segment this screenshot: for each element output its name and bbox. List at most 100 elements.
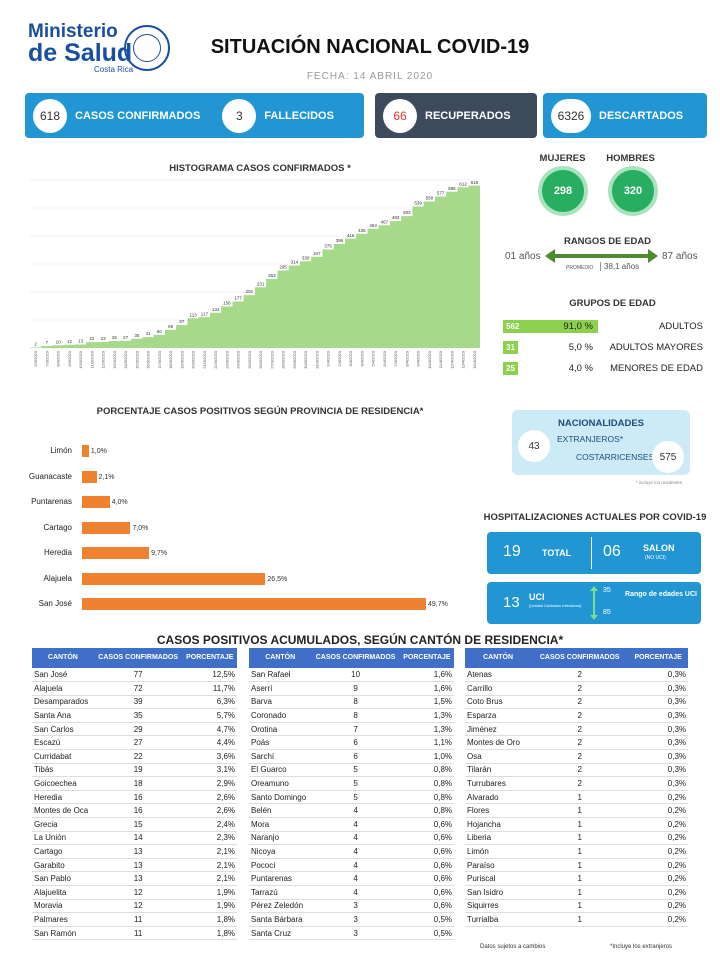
histogram-value-label: 483 (392, 215, 400, 220)
table-cell: 0,3% (628, 749, 688, 764)
table-cell: 35 (93, 708, 183, 723)
histogram-value-label: 113 (190, 312, 198, 317)
histogram-bar (142, 337, 154, 348)
table-cell: 13 (93, 844, 183, 859)
table-cell: 14 (93, 831, 183, 846)
table-cell: 4 (311, 871, 400, 886)
histogram-value-label: 577 (437, 191, 445, 196)
histogram-bar (277, 270, 289, 348)
histogram-bar (243, 295, 255, 348)
histogram-x-tick: 7/4/2020 (393, 350, 398, 366)
histogram-bar (30, 347, 42, 348)
table-cell: 1 (531, 899, 629, 914)
histogram-value-label: 69 (168, 324, 174, 329)
table-cell: 1 (531, 790, 629, 805)
table-cell: 0,3% (628, 776, 688, 791)
histogram-bar (176, 325, 188, 348)
table-header-cell: CANTÓN (32, 648, 94, 668)
histogram-x-tick: 9/4/2020 (416, 350, 421, 366)
table-row: San Isidro 1 0,2% (465, 885, 688, 900)
table-row: Esparza 2 0,3% (465, 708, 688, 723)
histogram-bar (367, 228, 379, 348)
table-cell: 1,3% (399, 708, 454, 723)
table-cell: Nicoya (249, 844, 312, 859)
histogram-x-tick: 14/3/2020 (123, 350, 128, 369)
age-group-bar: 25 (503, 362, 518, 375)
table-cell: Garabito (32, 858, 94, 873)
table-cell: 4 (311, 831, 400, 846)
table-header-row: CANTÓN CASOS CONFIRMADOS PORCENTAJE (465, 648, 688, 668)
histogram-value-label: 558 (426, 196, 434, 201)
foreign-value: 43 (518, 430, 550, 462)
table-cell: Santa Bárbara (249, 912, 312, 927)
stats-recovered: 66 RECUPERADOS (375, 93, 537, 138)
table-cell: 0,2% (628, 844, 688, 859)
table-row: Alajuelita 12 1,9% (32, 885, 237, 900)
table-cell: 2 (531, 695, 629, 710)
footer-note-right: *Incluye los extranjeros (610, 944, 673, 950)
table-cell: 0,8% (399, 803, 454, 819)
table-cell: 1,0% (399, 749, 454, 764)
table-cell: 12,5% (182, 668, 237, 683)
table-cell: 0,2% (628, 871, 688, 886)
table-row: Desamparados 39 6,3% (32, 695, 237, 710)
histogram-bar (187, 318, 199, 348)
histogram-x-tick: 11/3/2020 (89, 350, 94, 368)
table-cell: Esparza (465, 708, 532, 723)
histogram-value-label: 117 (201, 311, 209, 316)
table-cell: 2,1% (182, 858, 237, 873)
histogram-x-tick: 15/3/2020 (134, 350, 139, 369)
histogram-bar (311, 256, 323, 348)
table-row: Sarchí 6 1,0% (249, 749, 454, 764)
table-row: Goicoechea 18 2,9% (32, 776, 237, 791)
table-cell: 1,3% (399, 722, 454, 737)
table-cell: Sarchí (249, 749, 312, 764)
table-cell: Turrubares (465, 776, 532, 791)
table-row: Tibás 19 3,1% (32, 763, 237, 778)
table-row: Atenas 2 0,3% (465, 668, 688, 683)
table-cell: Hojancha (465, 817, 532, 832)
province-bar (82, 496, 110, 508)
age-group-bar: 31 (503, 341, 518, 354)
histogram-value-label: 10 (56, 339, 62, 344)
table-row: Pococí 4 0,6% (249, 858, 454, 873)
age-group-row: 31 5,0 % ADULTOS MAYORES (503, 341, 703, 354)
table-cell: 22 (93, 749, 183, 764)
histogram-value-label: 201 (246, 289, 254, 294)
table-cell: 1,1% (399, 735, 454, 751)
ministry-seal-icon (124, 25, 170, 71)
table-cell: 11 (93, 912, 183, 927)
province-label: Puntarenas (31, 497, 72, 506)
table-cell: Coto Brus (465, 695, 532, 710)
table-row: San Rafael 10 1,6% (249, 668, 454, 683)
histogram-bar (232, 301, 244, 348)
discarded-label: DESCARTADOS (599, 109, 684, 122)
table-cell: Alajuela (32, 681, 94, 696)
recovered-value: 66 (383, 98, 417, 133)
table-cell: 3,6% (182, 749, 237, 764)
table-cell: 6 (311, 735, 400, 751)
table-row: Grecia 15 2,4% (32, 817, 237, 832)
table-row: San Carlos 29 4,7% (32, 722, 237, 737)
histogram-x-tick: 23/3/2020 (224, 350, 229, 369)
histogram-value-label: 330 (302, 255, 310, 260)
table-cell: 4 (311, 844, 400, 859)
province-bar (82, 445, 89, 457)
histogram-bar (356, 233, 368, 348)
table-cell: 18 (93, 776, 183, 791)
histogram-bar (322, 249, 334, 348)
age-avg-label: PROMEDIO (566, 265, 594, 271)
table-row: Belén 4 0,8% (249, 803, 454, 819)
table-cell: 29 (93, 722, 183, 737)
age-groups-title: GRUPOS DE EDAD (569, 298, 656, 309)
histogram-x-tick: 29/3/2020 (292, 350, 297, 369)
table-cell: Tibás (32, 763, 94, 778)
histogram-x-tick: 7/3/2020 (44, 350, 49, 366)
hospital-uci-sub: (Unidad Cuidados Intensivos) (529, 603, 582, 608)
table-cell: 0,5% (399, 912, 454, 927)
histogram-x-tick: 30/3/2020 (303, 350, 308, 369)
table-cell: San Carlos (32, 722, 94, 737)
histogram-x-tick: 5/4/2020 (371, 350, 376, 366)
table-cell: 2 (531, 763, 629, 778)
table-row: Paraíso 1 0,2% (465, 858, 688, 873)
